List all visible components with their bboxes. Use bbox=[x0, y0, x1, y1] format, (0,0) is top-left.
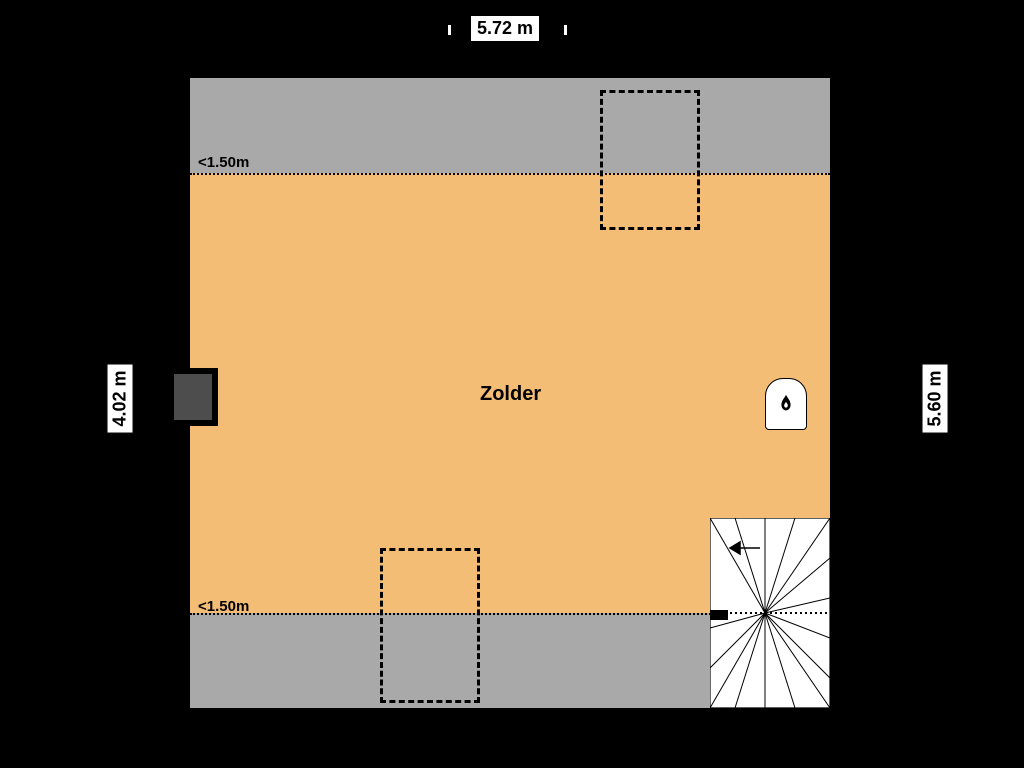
heater-icon bbox=[765, 378, 807, 430]
stairs bbox=[710, 518, 830, 708]
dimension-right: 5.60 m bbox=[922, 363, 949, 433]
dim-tick bbox=[448, 25, 451, 35]
ceiling-limit-line-top bbox=[190, 173, 830, 175]
floorplan: <1.50m <1.50m Zolder bbox=[190, 78, 830, 708]
ceiling-limit-label-bottom: <1.50m bbox=[198, 598, 249, 615]
ceiling-limit-label-top: <1.50m bbox=[198, 154, 249, 171]
dimension-left: 4.02 m bbox=[107, 363, 134, 433]
low-ceiling-zone-top bbox=[190, 78, 830, 173]
dimension-top: 5.72 m bbox=[470, 15, 540, 42]
dim-tick bbox=[564, 25, 567, 35]
skylight-top bbox=[600, 90, 700, 230]
skylight-bottom bbox=[380, 548, 480, 703]
room-label: Zolder bbox=[480, 383, 541, 406]
window bbox=[168, 368, 218, 426]
